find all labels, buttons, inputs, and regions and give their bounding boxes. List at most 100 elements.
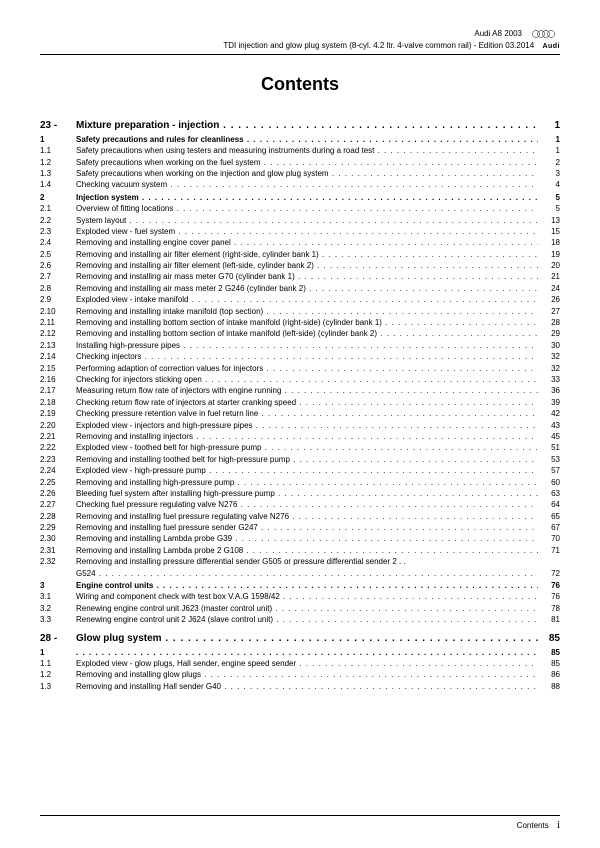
toc-number: 2.26 bbox=[40, 489, 76, 499]
toc-label: Mixture preparation - injection bbox=[76, 119, 538, 132]
toc-label: Removing and installing Lambda probe G39 bbox=[76, 534, 538, 544]
header-rule bbox=[40, 54, 560, 55]
toc-page: 85 bbox=[538, 648, 560, 658]
toc-label: Exploded view - fuel system bbox=[76, 227, 538, 237]
toc-page: 3 bbox=[538, 169, 560, 179]
toc-row: 2.25Removing and installing high-pressur… bbox=[40, 478, 560, 488]
toc-number: 2.1 bbox=[40, 204, 76, 214]
toc-row: 2.13Installing high-pressure pipes30 bbox=[40, 341, 560, 351]
toc-label: Removing and installing bottom section o… bbox=[76, 318, 538, 328]
toc-label: Removing and installing glow plugs bbox=[76, 670, 538, 680]
toc-page: 71 bbox=[538, 546, 560, 556]
toc-label: System layout bbox=[76, 216, 538, 226]
toc-number: 28 - bbox=[40, 632, 76, 645]
toc-number: 2.32 bbox=[40, 557, 76, 567]
toc-row: 28 -Glow plug system85 bbox=[40, 632, 560, 645]
toc-page: 2 bbox=[538, 158, 560, 168]
toc-label: Exploded view - high-pressure pump bbox=[76, 466, 538, 476]
toc-label: Removing and installing fuel pressure se… bbox=[76, 523, 538, 533]
toc-number: 1.2 bbox=[40, 158, 76, 168]
toc-number: 2.25 bbox=[40, 478, 76, 488]
toc-label: Glow plug system bbox=[76, 632, 538, 645]
toc-page: 76 bbox=[538, 581, 560, 591]
toc-row: 3.1Wiring and component check with test … bbox=[40, 592, 560, 602]
toc-page: 20 bbox=[538, 261, 560, 271]
toc-page: 29 bbox=[538, 329, 560, 339]
footer-rule bbox=[40, 815, 560, 816]
toc-row: 1.2Safety precautions when working on th… bbox=[40, 158, 560, 168]
toc-label: Removing and installing Hall sender G40 bbox=[76, 682, 538, 692]
toc-row: 1Safety precautions and rules for cleanl… bbox=[40, 135, 560, 145]
toc-label: Removing and installing Lambda probe 2 G… bbox=[76, 546, 538, 556]
toc-label: Removing and installing intake manifold … bbox=[76, 307, 538, 317]
toc-page: 51 bbox=[538, 443, 560, 453]
toc-page: 88 bbox=[538, 682, 560, 692]
toc-label bbox=[76, 648, 538, 658]
toc-label: Removing and installing air filter eleme… bbox=[76, 261, 538, 271]
toc-page: 5 bbox=[538, 204, 560, 214]
audi-logo-text: Audi bbox=[542, 43, 560, 50]
toc-page: 67 bbox=[538, 523, 560, 533]
toc-page: 72 bbox=[538, 569, 560, 579]
toc-label: Removing and installing air mass meter G… bbox=[76, 272, 538, 282]
toc-label: Removing and installing fuel pressure re… bbox=[76, 512, 538, 522]
toc-label: Checking vacuum system bbox=[76, 180, 538, 190]
toc-row: 2.19Checking pressure retention valve in… bbox=[40, 409, 560, 419]
toc-number: 1.3 bbox=[40, 682, 76, 692]
toc-number: 2.6 bbox=[40, 261, 76, 271]
toc-number: 1.4 bbox=[40, 180, 76, 190]
toc-page: 1 bbox=[538, 119, 560, 132]
toc-row: 2.26Bleeding fuel system after installin… bbox=[40, 489, 560, 499]
toc-label: Checking injectors bbox=[76, 352, 538, 362]
toc-row: 2.10Removing and installing intake manif… bbox=[40, 307, 560, 317]
toc-page: 86 bbox=[538, 670, 560, 680]
toc-row: 3Engine control units76 bbox=[40, 581, 560, 591]
toc-number: 2.12 bbox=[40, 329, 76, 339]
toc-page: 1 bbox=[538, 135, 560, 145]
toc-label: Safety precautions when using testers an… bbox=[76, 146, 538, 156]
toc-number: 2.24 bbox=[40, 466, 76, 476]
toc-page: 70 bbox=[538, 534, 560, 544]
toc-label: Measuring return flow rate of injectors … bbox=[76, 386, 538, 396]
toc-number: 23 - bbox=[40, 119, 76, 132]
toc-page: 21 bbox=[538, 272, 560, 282]
toc-page: 45 bbox=[538, 432, 560, 442]
page-title: Contents bbox=[40, 73, 560, 96]
toc-number: 2.20 bbox=[40, 421, 76, 431]
table-of-contents: 23 -Mixture preparation - injection11Saf… bbox=[40, 119, 560, 692]
toc-number: 1.1 bbox=[40, 659, 76, 669]
toc-label: Renewing engine control unit 2 J624 (sla… bbox=[76, 615, 538, 625]
toc-row: 2.30Removing and installing Lambda probe… bbox=[40, 534, 560, 544]
toc-page: 57 bbox=[538, 466, 560, 476]
toc-number: 1 bbox=[40, 135, 76, 145]
toc-label: Removing and installing air filter eleme… bbox=[76, 250, 538, 260]
toc-number: 2.4 bbox=[40, 238, 76, 248]
toc-label: Exploded view - injectors and high-press… bbox=[76, 421, 538, 431]
toc-page: 5 bbox=[538, 193, 560, 203]
toc-number: 2.10 bbox=[40, 307, 76, 317]
toc-label: Checking fuel pressure regulating valve … bbox=[76, 500, 538, 510]
toc-number: 2.17 bbox=[40, 386, 76, 396]
toc-row: 2.15Performing adaption of correction va… bbox=[40, 364, 560, 374]
toc-page: 42 bbox=[538, 409, 560, 419]
toc-number: 2.11 bbox=[40, 318, 76, 328]
toc-page: 15 bbox=[538, 227, 560, 237]
toc-number: 2.19 bbox=[40, 409, 76, 419]
toc-label: Injection system bbox=[76, 193, 538, 203]
toc-row: 2.1Overview of fitting locations5 bbox=[40, 204, 560, 214]
toc-number: 2.13 bbox=[40, 341, 76, 351]
toc-page: 26 bbox=[538, 295, 560, 305]
toc-number: 2 bbox=[40, 193, 76, 203]
toc-number: 2.27 bbox=[40, 500, 76, 510]
toc-row: 2Injection system5 bbox=[40, 193, 560, 203]
toc-page: 30 bbox=[538, 341, 560, 351]
toc-label: Removing and installing injectors bbox=[76, 432, 538, 442]
toc-page: 76 bbox=[538, 592, 560, 602]
toc-row: 2.2System layout13 bbox=[40, 216, 560, 226]
toc-row: 2.12Removing and installing bottom secti… bbox=[40, 329, 560, 339]
toc-number: 2.22 bbox=[40, 443, 76, 453]
page-header: Audi A8 2003 TDI injection and glow plug… bbox=[40, 28, 560, 51]
toc-page: 53 bbox=[538, 455, 560, 465]
toc-page: 63 bbox=[538, 489, 560, 499]
toc-row: 3.2Renewing engine control unit J623 (ma… bbox=[40, 604, 560, 614]
